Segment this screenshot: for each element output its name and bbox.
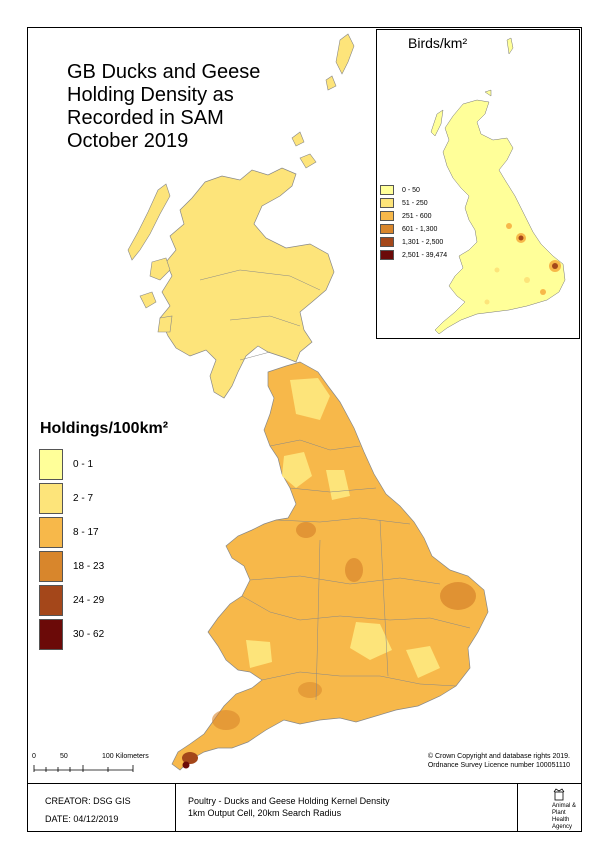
legend-swatch bbox=[380, 224, 394, 234]
legend-label: 8 - 17 bbox=[73, 527, 99, 538]
copyright-line: © Crown Copyright and database rights 20… bbox=[427, 753, 570, 760]
inset-legend-row: 2,501 - 39,474 bbox=[380, 249, 447, 261]
licence-line: Ordnance Survey Licence number 100051110 bbox=[427, 762, 570, 769]
legend-swatch bbox=[380, 211, 394, 221]
scale-label: 50 bbox=[60, 753, 68, 760]
legend-swatch bbox=[380, 237, 394, 247]
footer-logo-cell: Animal & Plant Health Agency bbox=[518, 784, 582, 831]
legend-row: 8 - 17 bbox=[39, 517, 104, 548]
legend-swatch bbox=[380, 185, 394, 195]
description-line: Poultry - Ducks and Geese Holding Kernel… bbox=[188, 796, 390, 806]
legend-swatch bbox=[39, 619, 63, 650]
orkney-shetland bbox=[291, 33, 355, 169]
agency-line: Animal & bbox=[552, 803, 577, 809]
legend-label: 1,301 - 2,500 bbox=[402, 238, 444, 246]
agency-line: Agency bbox=[552, 824, 573, 830]
title-line: October 2019 bbox=[67, 130, 189, 152]
legend-row: 2 - 7 bbox=[39, 483, 104, 514]
inset-legend-row: 0 - 50 bbox=[380, 184, 447, 196]
legend-label: 0 - 1 bbox=[73, 459, 94, 470]
inset-gb-map bbox=[430, 37, 566, 335]
inner-isles bbox=[139, 257, 173, 333]
main-legend: 0 - 1 2 - 7 8 - 17 18 - 23 24 - 29 30 - … bbox=[39, 449, 104, 653]
legend-label: 2,501 - 39,474 bbox=[402, 251, 448, 259]
legend-label: 51 - 250 bbox=[402, 199, 428, 207]
scale-label: 100 Kilometers bbox=[102, 753, 149, 760]
legend-swatch bbox=[380, 250, 394, 260]
legend-swatch bbox=[39, 483, 63, 514]
creator-text: CREATOR: DSG GIS bbox=[45, 796, 131, 806]
legend-swatch bbox=[39, 551, 63, 582]
inset-legend-row: 601 - 1,300 bbox=[380, 223, 447, 235]
inset-legend-row: 51 - 250 bbox=[380, 197, 447, 209]
agency-logo-text: Animal & Plant Health Agency bbox=[552, 803, 582, 831]
copyright-notice: © Crown Copyright and database rights 20… bbox=[0, 752, 570, 770]
england-wales-region bbox=[171, 361, 489, 771]
legend-label: 30 - 62 bbox=[73, 629, 105, 640]
scale-labels: 0 50 100 Kilometers bbox=[32, 753, 172, 777]
inset-legend-row: 251 - 600 bbox=[380, 210, 447, 222]
legend-row: 18 - 23 bbox=[39, 551, 104, 582]
map-title: GB Ducks and Geese Holding Density as Re… bbox=[67, 61, 297, 153]
outer-hebrides bbox=[127, 183, 171, 261]
scale-bar bbox=[33, 765, 134, 772]
title-line: Recorded in SAM bbox=[67, 107, 224, 129]
inset-map: Birds/km² 0 - 50 51 - 250 251 - 600 601 … bbox=[376, 29, 580, 339]
scale-label: 0 bbox=[32, 753, 36, 760]
footer-description-cell: Poultry - Ducks and Geese Holding Kernel… bbox=[176, 784, 518, 831]
description-line: 1km Output Cell, 20km Search Radius bbox=[188, 808, 342, 818]
cornwall-hotspot bbox=[182, 761, 190, 769]
title-line: GB Ducks and Geese bbox=[67, 61, 261, 83]
legend-row: 30 - 62 bbox=[39, 619, 104, 650]
legend-label: 24 - 29 bbox=[73, 595, 105, 606]
legend-swatch bbox=[39, 449, 63, 480]
agency-line: Plant Health bbox=[552, 810, 570, 823]
legend-swatch bbox=[380, 198, 394, 208]
legend-label: 0 - 50 bbox=[402, 186, 420, 194]
legend-label: 601 - 1,300 bbox=[402, 225, 438, 233]
legend-label: 251 - 600 bbox=[402, 212, 432, 220]
legend-title: Holdings/100km² bbox=[40, 420, 169, 437]
date-text: DATE: 04/12/2019 bbox=[45, 814, 119, 824]
inset-legend-row: 1,301 - 2,500 bbox=[380, 236, 447, 248]
footer-creator-cell: CREATOR: DSG GIS DATE: 04/12/2019 bbox=[28, 784, 176, 831]
legend-row: 0 - 1 bbox=[39, 449, 104, 480]
legend-swatch bbox=[39, 585, 63, 616]
title-line: Holding Density as bbox=[67, 84, 234, 106]
legend-row: 24 - 29 bbox=[39, 585, 104, 616]
scotland-region bbox=[159, 167, 335, 399]
footer-panel: CREATOR: DSG GIS DATE: 04/12/2019 Poultr… bbox=[27, 784, 582, 832]
inset-legend: 0 - 50 51 - 250 251 - 600 601 - 1,300 1,… bbox=[380, 184, 447, 262]
legend-swatch bbox=[39, 517, 63, 548]
legend-label: 18 - 23 bbox=[73, 561, 105, 572]
royal-crest-icon bbox=[553, 788, 565, 801]
inset-title: Birds/km² bbox=[408, 35, 468, 51]
legend-label: 2 - 7 bbox=[73, 493, 94, 504]
